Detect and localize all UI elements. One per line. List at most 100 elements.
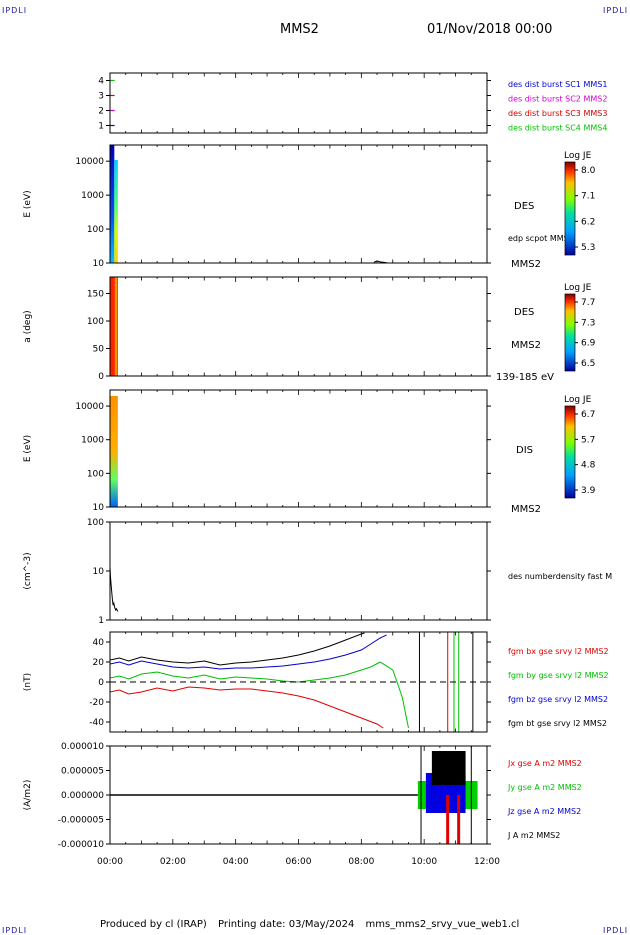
spectrogram-block <box>114 277 118 376</box>
side-label-energy-range: 139-185 eV <box>496 372 554 383</box>
y-axis-label: E (eV) <box>23 435 33 462</box>
y-tick-label: 20 <box>93 658 105 668</box>
y-axis-label: (nT) <box>23 673 33 691</box>
date-title: 01/Nov/2018 00:00 <box>427 22 553 37</box>
y-tick-label: -0.000005 <box>58 816 104 826</box>
side-label-des: DES <box>514 307 534 318</box>
y-tick-label: 100 <box>87 317 104 327</box>
x-tick-label: 04:00 <box>223 857 249 867</box>
colorbar <box>564 161 576 256</box>
y-tick-label: 50 <box>93 345 105 355</box>
y-axis-label: (cm^-3) <box>23 552 33 589</box>
legend-entry: fgm bz gse srvy l2 MMS2 <box>508 695 608 704</box>
current-spike <box>446 795 450 844</box>
field-lines-group <box>110 632 474 732</box>
spectrogram-block <box>114 160 118 263</box>
x-tick-label: 02:00 <box>160 857 186 867</box>
legend-entry: des dist burst SC4 MMS4 <box>508 124 607 133</box>
panel-frame <box>109 144 488 264</box>
y-tick-label: 10 <box>93 567 105 577</box>
y-tick-label: 40 <box>93 638 105 648</box>
field-line <box>110 634 387 670</box>
y-tick-label: 10 <box>93 259 105 269</box>
colorbar-tick-label: 6.2 <box>581 217 595 227</box>
y-axis-label: (A/m2) <box>23 780 33 811</box>
colorbar-tick-label: 7.7 <box>581 298 595 308</box>
y-tick-label: 100 <box>87 469 104 479</box>
colorbar-tick-label: 5.7 <box>581 435 595 445</box>
side-label-mms2: MMS2 <box>511 504 541 515</box>
side-label-mms2: MMS2 <box>511 259 541 270</box>
legend-entry: des numberdensity fast M <box>508 572 612 581</box>
panel-frame <box>109 72 488 134</box>
colorbar <box>564 293 576 372</box>
y-tick-label: 100 <box>87 225 104 235</box>
y-tick-label: 4 <box>98 77 104 87</box>
footer-printing-date: Printing date: 03/May/2024 <box>217 919 355 930</box>
side-label-scpot: edp scpot MMS2 <box>508 234 574 243</box>
colorbar-tick-label: 6.9 <box>581 339 596 349</box>
y-tick-label: 10000 <box>75 402 104 412</box>
colorbar-label: Log JE <box>564 283 592 293</box>
current-spike <box>457 795 461 844</box>
corner-label-bottom-right: IPDLI <box>603 926 629 935</box>
legend-entry: des dist burst SC1 MMS1 <box>508 80 607 89</box>
legend-entry: Jy gse A m2 MMS2 <box>507 783 582 792</box>
y-tick-label: 2 <box>98 107 104 117</box>
y-tick-label: 0.000010 <box>61 742 104 752</box>
footer-file-name: mms_mms2_srvy_vue_web1.cl <box>365 919 520 930</box>
y-tick-label: 1000 <box>81 436 104 446</box>
panel-frame <box>109 389 488 508</box>
legend-entry: Jz gse A m2 MMS2 <box>507 807 581 816</box>
colorbar-tick-label: 7.1 <box>581 192 595 202</box>
x-tick-label: 06:00 <box>286 857 312 867</box>
field-line <box>110 661 409 729</box>
panel-frame <box>109 276 488 377</box>
y-tick-label: -40 <box>89 718 104 728</box>
y-tick-label: 150 <box>87 290 104 300</box>
legend-entry: fgm by gse srvy l2 MMS2 <box>508 671 609 680</box>
y-axis-label: E (eV) <box>23 190 33 217</box>
colorbar-label: Log JE <box>564 151 592 161</box>
y-tick-label: 0 <box>98 372 104 382</box>
field-line <box>110 686 384 729</box>
y-tick-label: 1000 <box>81 191 104 201</box>
y-tick-label: 1 <box>98 616 104 626</box>
footer: Produced by cl (IRAP) Printing date: 03/… <box>100 919 519 930</box>
density-line <box>109 567 119 612</box>
spectrogram-block <box>110 396 118 507</box>
y-tick-label: 0.000000 <box>61 791 104 801</box>
footer-produced: Produced by cl (IRAP) <box>100 919 207 930</box>
x-tick-label: 10:00 <box>411 857 437 867</box>
legend-entry: J A m2 MMS2 <box>507 831 560 840</box>
side-label-mms2: MMS2 <box>511 340 541 351</box>
legend-entry: des dist burst SC2 MMS2 <box>508 95 607 104</box>
x-tick-label: 12:00 <box>474 857 500 867</box>
colorbar-tick-label: 8.0 <box>581 166 596 176</box>
colorbar-tick-label: 3.9 <box>581 486 596 496</box>
y-tick-label: 0.000005 <box>61 767 104 777</box>
y-axis-label: a (deg) <box>23 310 33 342</box>
colorbar-tick-label: 4.8 <box>581 461 596 471</box>
y-tick-label: 0 <box>98 678 104 688</box>
x-tick-label: 00:00 <box>97 857 123 867</box>
legend-entry: des dist burst SC3 MMS3 <box>508 109 607 118</box>
current-noise-band <box>431 751 466 785</box>
scpot-line <box>373 260 387 264</box>
corner-label-top-left: IPDLI <box>2 6 28 15</box>
y-tick-label: 10000 <box>75 157 104 167</box>
colorbar-tick-label: 6.7 <box>581 410 595 420</box>
side-label-dis: DIS <box>516 445 533 456</box>
legend-entry: Jx gse A m2 MMS2 <box>507 759 582 768</box>
colorbar-tick-label: 5.3 <box>581 243 595 253</box>
colorbar-label: Log JE <box>564 395 592 405</box>
y-tick-label: -20 <box>89 698 104 708</box>
panel-frame <box>109 521 488 621</box>
spectrogram-block <box>110 145 115 263</box>
corner-label-top-right: IPDLI <box>603 6 629 15</box>
colorbar-tick-label: 6.5 <box>581 359 595 369</box>
y-tick-label: 100 <box>87 518 104 528</box>
x-tick-label: 08:00 <box>348 857 374 867</box>
